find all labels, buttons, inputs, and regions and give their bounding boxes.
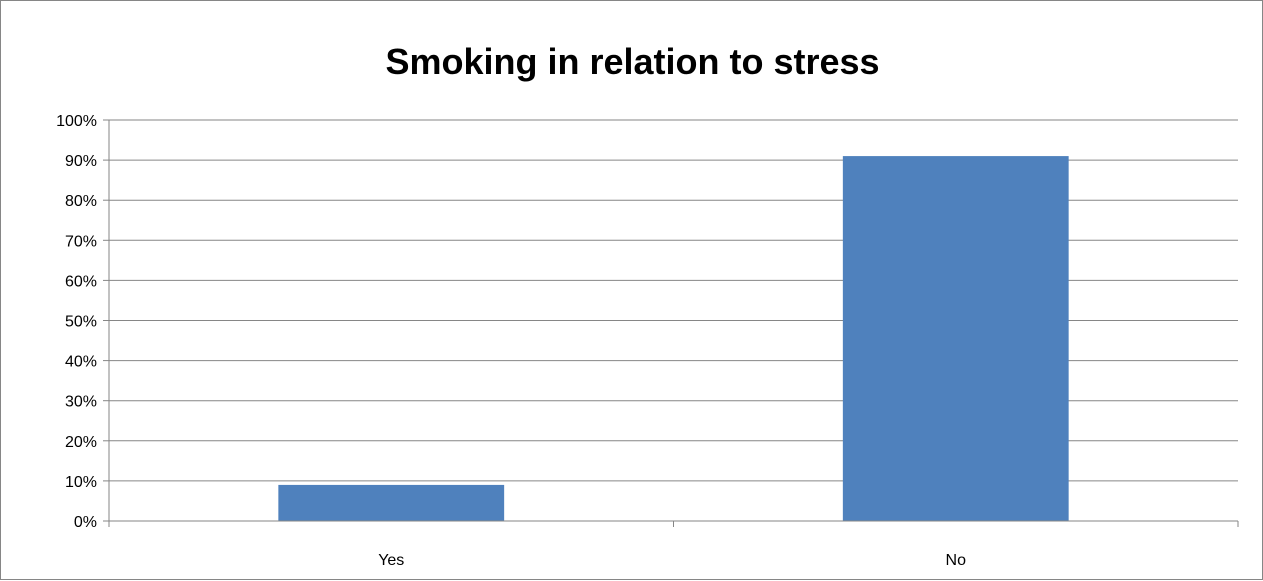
y-tick-label: 80% xyxy=(65,193,97,210)
x-tick-label: Yes xyxy=(378,552,404,569)
y-tick-label: 10% xyxy=(65,474,97,491)
x-tick-label: No xyxy=(946,552,967,569)
chart-title: Smoking in relation to stress xyxy=(385,41,879,82)
y-tick-label: 40% xyxy=(65,354,97,371)
y-tick-label: 0% xyxy=(74,514,97,531)
y-tick-label: 50% xyxy=(65,314,97,331)
bars xyxy=(278,156,1069,521)
y-tick-labels: 0% 10% 20% 30% 40% 50% 60% 70% 80% 90% 100% xyxy=(56,113,97,531)
y-tick-label: 90% xyxy=(65,153,97,170)
gridlines xyxy=(109,119,1238,482)
y-tick-label: 30% xyxy=(65,394,97,411)
y-tick-label: 70% xyxy=(65,233,97,250)
bar-yes xyxy=(278,484,505,521)
y-tick-label: 100% xyxy=(56,113,97,130)
x-tick-labels: Yes No xyxy=(378,552,966,569)
y-tick-label: 60% xyxy=(65,273,97,290)
bar-no xyxy=(842,156,1069,521)
axes xyxy=(103,119,1239,527)
y-tick-label: 20% xyxy=(65,434,97,451)
